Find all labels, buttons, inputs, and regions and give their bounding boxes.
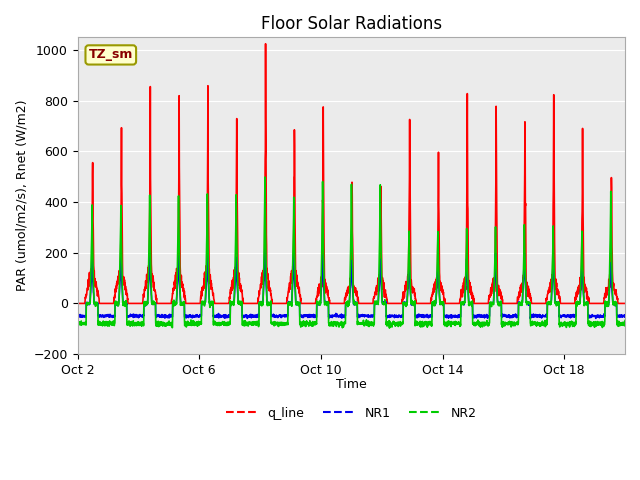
NR2 (353, 300, 361, 305)
q_line (356, 300, 364, 306)
q_line (420, 300, 428, 306)
Line: q_line: q_line (77, 44, 625, 303)
Legend: q_line, NR1, NR2: q_line, NR1, NR2 (221, 402, 481, 424)
X-axis label: Time: Time (336, 378, 367, 391)
q_line (124, 296, 132, 301)
q_line (262, 41, 269, 47)
q_line (572, 294, 579, 300)
q_line (488, 285, 495, 290)
NR1 (621, 314, 629, 320)
NR2 (124, 320, 132, 325)
q_line (353, 293, 361, 299)
NR1 (124, 314, 132, 320)
Line: NR1: NR1 (77, 245, 625, 319)
q_line (621, 300, 629, 306)
Title: Floor Solar Radiations: Floor Solar Radiations (260, 15, 442, 33)
NR1 (572, 313, 580, 319)
NR2 (261, 174, 269, 180)
Text: TZ_sm: TZ_sm (88, 48, 133, 61)
NR1 (356, 313, 364, 319)
NR1 (261, 242, 269, 248)
NR1 (353, 301, 361, 307)
q_line (74, 300, 81, 306)
NR2 (420, 319, 428, 325)
Line: NR2: NR2 (77, 177, 625, 328)
NR1 (488, 300, 495, 306)
NR1 (74, 313, 81, 319)
NR2 (356, 320, 364, 326)
NR2 (488, 304, 495, 310)
NR2 (572, 321, 580, 327)
Y-axis label: PAR (umol/m2/s), Rnet (W/m2): PAR (umol/m2/s), Rnet (W/m2) (15, 100, 28, 291)
NR2 (386, 325, 394, 331)
NR2 (74, 319, 81, 324)
NR2 (621, 318, 629, 324)
NR1 (420, 312, 428, 318)
NR1 (527, 316, 534, 322)
